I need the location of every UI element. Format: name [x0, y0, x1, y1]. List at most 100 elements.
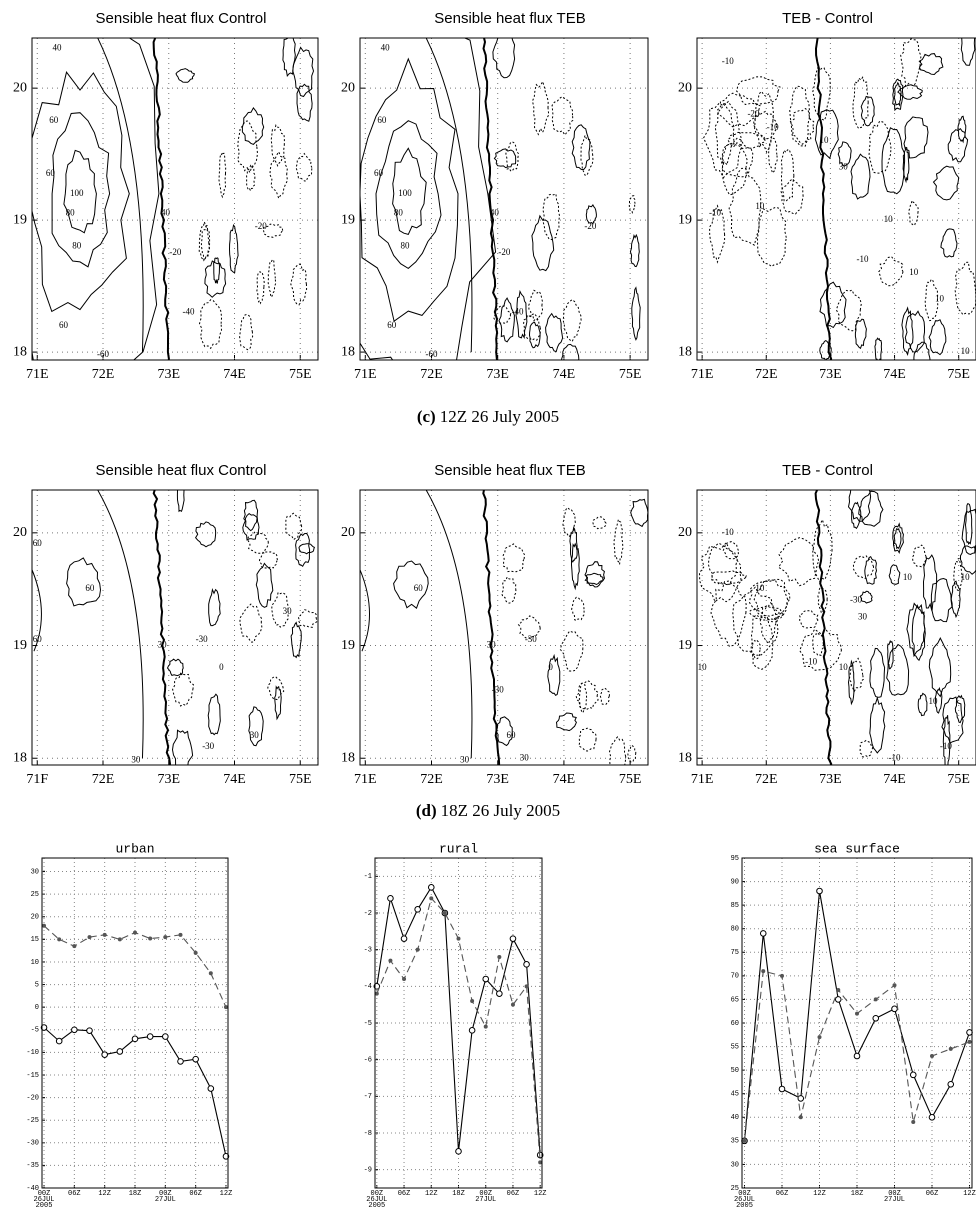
contour-line [630, 498, 648, 528]
x-tick-label: 06Z [68, 1190, 81, 1198]
x-tick-label: 74E [223, 367, 246, 382]
x-tick-label: 74E [223, 772, 246, 787]
y-tick-label: 18 [13, 750, 27, 765]
point [223, 1005, 228, 1010]
x-tick-label: 75E [947, 367, 970, 382]
y-tick-label: -3 [364, 947, 372, 955]
point [414, 906, 421, 913]
contour-label: 30 [283, 606, 293, 616]
y-tick-label: 25 [31, 891, 39, 899]
contour-label: 80 [66, 208, 76, 218]
contour-line [246, 530, 269, 554]
x-tick-label: 72E [755, 367, 778, 382]
y-tick-label: 19 [13, 638, 27, 653]
contour-label: 0 [219, 662, 224, 672]
contour-line [918, 53, 944, 76]
point [483, 1024, 488, 1029]
contour-line [759, 602, 777, 645]
contour-line [722, 541, 739, 560]
contour-line [97, 490, 144, 759]
contour-label: 30 [158, 640, 168, 650]
contour-label: 10 [935, 293, 945, 303]
panel-title: Sensible heat flux TEB [434, 462, 585, 479]
point [742, 1138, 747, 1143]
point [72, 944, 77, 949]
contour-line [531, 80, 550, 136]
contour-line [748, 605, 784, 621]
contour-line [897, 84, 923, 100]
contour-line [200, 224, 210, 262]
contour-line [850, 153, 871, 200]
contour-line [32, 568, 42, 652]
coastline [152, 38, 170, 360]
coastline [152, 490, 172, 765]
plot-frame [31, 489, 319, 766]
caption: (c) 12Z 26 July 2005 [417, 407, 559, 426]
point [891, 1005, 898, 1013]
contour-label: 60 [46, 168, 56, 178]
contour-line [703, 100, 742, 179]
point [86, 1027, 93, 1034]
contour-label: 10 [903, 572, 913, 582]
contour-line [198, 219, 211, 261]
point [853, 1052, 861, 1060]
x-tick-label: 72E [420, 772, 443, 787]
contour-line [799, 628, 842, 671]
contour-line [501, 576, 517, 604]
x-tick-label: 12Z [534, 1190, 547, 1198]
contour-label: -10 [722, 56, 734, 66]
contour-line [393, 560, 429, 610]
contour-line [256, 271, 265, 305]
x-tick-label: 18Z [129, 1190, 142, 1198]
point [148, 936, 153, 941]
contour-line [242, 512, 260, 541]
contour-line [213, 257, 221, 284]
point [442, 911, 447, 915]
point [909, 1071, 917, 1079]
contours [360, 38, 641, 360]
contour-line [847, 659, 855, 706]
y-tick-label: 10 [31, 959, 39, 967]
point [834, 996, 842, 1003]
plot-frame [696, 37, 976, 361]
contour-line [935, 686, 943, 714]
point [761, 969, 766, 974]
y-tick-label: 70 [731, 973, 739, 981]
contour-line [878, 256, 904, 287]
point [948, 1046, 953, 1051]
contour-line [172, 672, 195, 707]
point [429, 896, 434, 901]
contour-line [942, 715, 951, 765]
line-panel: urban -40 -35 -30 -25 -20 -15 -10 -5 0 5 10 15 20 25 30… [26, 841, 232, 1208]
contour-label: 100 [70, 188, 84, 198]
contour-label: 30 [131, 755, 141, 765]
y-tick-label: 19 [678, 212, 692, 227]
point [470, 999, 475, 1003]
contour-line [874, 337, 883, 360]
caption-label: (d) [416, 801, 437, 820]
plot-frame [741, 857, 973, 1189]
contour-line [851, 501, 862, 530]
contour-line [198, 299, 223, 350]
contour-line [709, 204, 726, 264]
x-tick-label: 72E [755, 772, 778, 787]
contour-line [912, 544, 927, 568]
contour-line [817, 587, 828, 614]
x-tick-label: 73E [486, 772, 509, 787]
contour-line [97, 38, 144, 353]
x-tick-label: 12Z [425, 1190, 438, 1198]
contour-line [495, 716, 514, 747]
x-tick-label: 71E [691, 367, 714, 382]
y-tick-label: 30 [31, 868, 39, 876]
point [872, 1014, 880, 1022]
contour-line [707, 542, 738, 586]
line-panel: sea surface 25 30 35 40 45 50 55 60 65 70 75 80 85 90 9… [731, 841, 976, 1208]
contour-line [228, 224, 239, 274]
contour-line [262, 223, 284, 238]
panel-title: Sensible heat flux Control [96, 462, 267, 479]
contour-line [902, 146, 910, 184]
contour-line [903, 116, 929, 159]
y-tick-label: 20 [13, 80, 27, 95]
y-tick-label: 85 [731, 902, 739, 910]
